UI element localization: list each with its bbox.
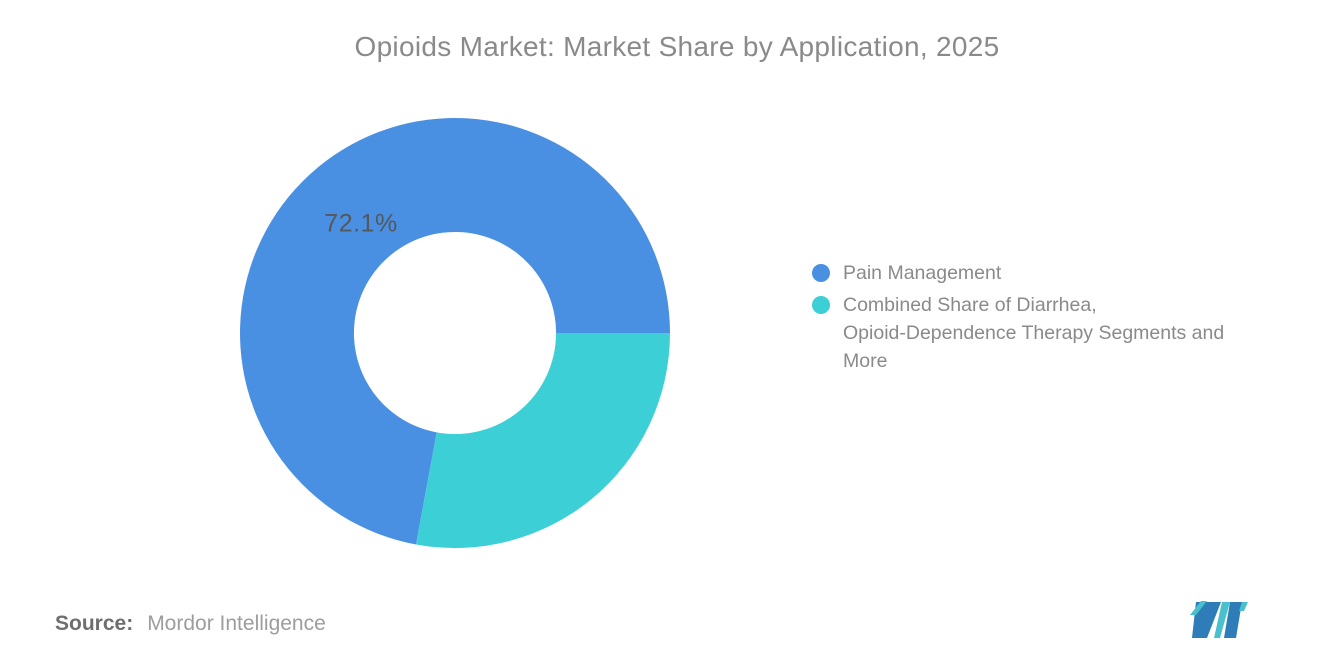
- legend-item-pain-management[interactable]: Pain Management: [812, 259, 1297, 287]
- source-value: Mordor Intelligence: [147, 612, 326, 635]
- legend-label-line: Opioid-Dependence Therapy Segments and: [843, 322, 1225, 344]
- legend-label-line: Combined Share of Diarrhea,: [843, 294, 1097, 316]
- legend-label-line: Pain Management: [843, 262, 1002, 284]
- donut-slice-1[interactable]: [416, 333, 670, 548]
- legend-item-combined-share[interactable]: Combined Share of Diarrhea, Opioid-Depen…: [812, 291, 1297, 375]
- mordor-intelligence-logo-icon: [1190, 601, 1248, 638]
- legend-label-line: More: [843, 350, 888, 372]
- slice-value-label: 72.1%: [324, 209, 398, 238]
- source-label: Source:: [55, 612, 134, 635]
- chart-title: Opioids Market: Market Share by Applicat…: [354, 31, 1000, 62]
- legend-label: Pain Management: [843, 259, 1001, 287]
- donut-chart: 72.1%: [235, 113, 675, 553]
- donut-slice-0[interactable]: [239, 118, 670, 545]
- legend: Pain Management Combined Share of Diarrh…: [812, 259, 1297, 379]
- legend-label: Combined Share of Diarrhea, Opioid-Depen…: [843, 291, 1224, 375]
- donut-svg: [239, 118, 670, 548]
- legend-swatch-pain-management: [812, 264, 830, 282]
- legend-swatch-combined-share: [812, 296, 830, 314]
- source-row: Source: Mordor Intelligence: [55, 612, 326, 636]
